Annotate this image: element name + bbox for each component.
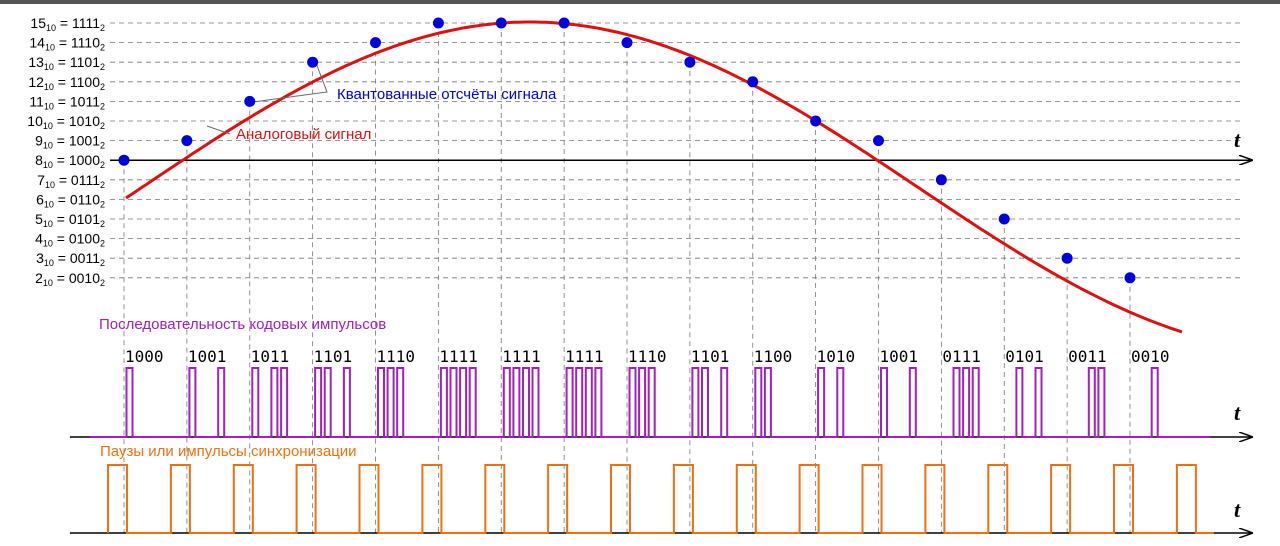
code-word-label: 0010 — [1131, 347, 1170, 366]
time-axis-label-analog: t — [1234, 127, 1241, 152]
code-word-label: 1110 — [628, 347, 667, 366]
level-label: 1210 = 11002 — [28, 74, 105, 92]
code-word-label: 0111 — [942, 347, 981, 366]
sync-pulse-waveform — [107, 464, 1214, 534]
sample-point — [370, 37, 381, 49]
sample-point — [307, 56, 319, 68]
level-label: 610 = 01102 — [36, 191, 105, 209]
sample-point — [244, 95, 256, 107]
samples-label-pointer — [252, 62, 328, 103]
sample-point — [621, 37, 633, 49]
sample-point — [998, 213, 1010, 225]
label-pointer-lines — [206, 62, 328, 135]
code-word-label: 1011 — [251, 347, 290, 366]
level-label: 810 = 10002 — [35, 152, 105, 170]
analog-signal-curve — [125, 20, 1183, 334]
time-axis-label-code: t — [1234, 400, 1241, 425]
sample-point — [181, 135, 193, 147]
code-pulse-waveform — [90, 367, 1210, 438]
samples-label: Квантованные отсчёты сигнала — [337, 86, 557, 103]
code-sequence-label: Последовательность кодовых импульсов — [99, 316, 386, 333]
code-word-label: 1010 — [817, 347, 856, 366]
analog-signal-label: Аналоговый сигнал — [236, 126, 371, 143]
code-word-label: 0011 — [1068, 347, 1107, 366]
code-word-label: 1100 — [754, 347, 793, 366]
level-label: 910 = 10012 — [35, 133, 105, 151]
code-word-label: 1110 — [377, 347, 416, 366]
sample-point — [935, 174, 947, 186]
sample-point — [873, 135, 884, 147]
code-word-label: 1111 — [502, 347, 541, 366]
sample-point — [810, 115, 822, 127]
code-word-label: 1101 — [314, 347, 353, 366]
code-word-label: 1001 — [188, 347, 227, 366]
sample-point — [747, 76, 759, 88]
sample-drop-lines — [123, 23, 1131, 533]
code-word-label: 1111 — [565, 347, 604, 366]
level-label: 410 = 01002 — [35, 231, 105, 249]
sample-point — [118, 154, 130, 166]
code-word-label: 1000 — [125, 347, 164, 366]
sample-point — [684, 56, 696, 68]
sync-pulses-label: Паузы или импульсы синхронизации — [100, 443, 357, 460]
level-label: 210 = 00102 — [35, 270, 105, 288]
sample-point — [432, 17, 444, 29]
level-label: 1510 = 11112 — [30, 15, 105, 33]
sample-point — [558, 17, 570, 29]
level-label: 1110 = 10112 — [29, 93, 105, 111]
level-label: 1410 = 11102 — [29, 35, 105, 53]
code-word-label: 1101 — [691, 347, 730, 366]
code-word-label: 0101 — [1005, 347, 1044, 366]
level-label: 710 = 01112 — [37, 172, 105, 190]
window-top-border — [0, 0, 1280, 4]
sample-point — [495, 17, 507, 29]
level-label: 1010 = 10102 — [27, 113, 105, 131]
code-word-labels: 1000 1001 1011 1101 1110 1111 1111 1111 1110 1101… — [125, 347, 1170, 366]
analog-label-pointer — [206, 125, 231, 135]
code-word-label: 1001 — [880, 347, 919, 366]
level-label: 510 = 01012 — [35, 211, 105, 229]
time-axis-label-sync: t — [1234, 497, 1241, 522]
quantization-grid — [110, 22, 1240, 279]
level-label: 310 = 00112 — [36, 250, 105, 268]
sample-point — [1124, 272, 1136, 284]
code-word-label: 1111 — [439, 347, 478, 366]
level-label: 1310 = 11012 — [28, 54, 105, 72]
quantized-sample-points — [118, 17, 1136, 284]
sample-point — [1061, 252, 1073, 264]
